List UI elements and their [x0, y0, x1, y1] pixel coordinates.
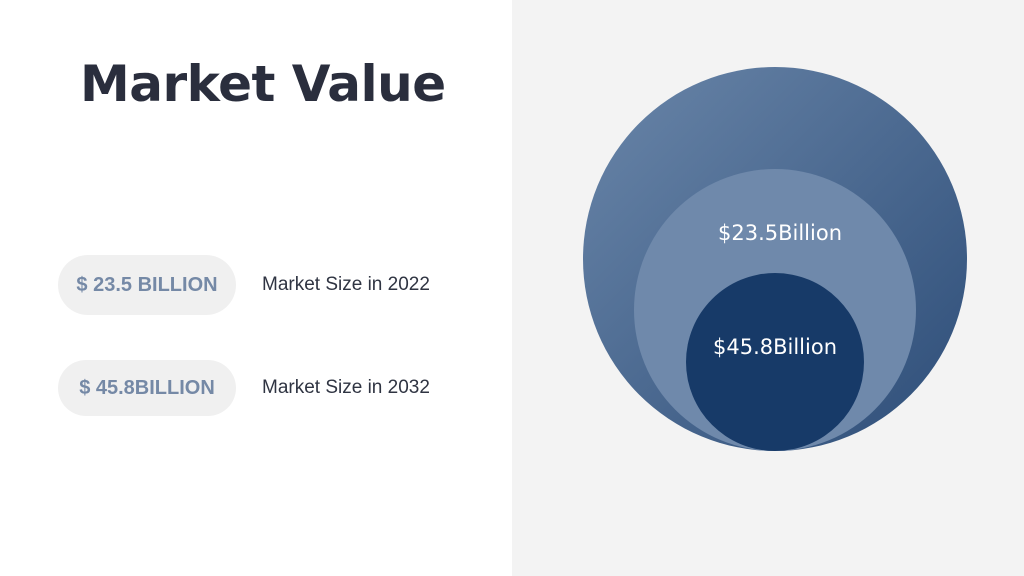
- stat-value-pill: $ 45.8BILLION: [58, 360, 236, 416]
- stat-caption: Market Size in 2032: [262, 377, 430, 398]
- inner-circle-label: $45.8Billion: [713, 335, 837, 359]
- stat-row-2022: $ 23.5 BILLION Market Size in 2022: [58, 255, 430, 315]
- middle-circle-label: $23.5Billion: [718, 221, 842, 245]
- stat-row-2032: $ 45.8BILLION Market Size in 2032: [58, 360, 430, 416]
- stat-caption: Market Size in 2022: [262, 274, 430, 295]
- stat-value-pill: $ 23.5 BILLION: [58, 255, 236, 315]
- slide-title: Market Value: [80, 55, 446, 113]
- inner-circle: [686, 273, 864, 451]
